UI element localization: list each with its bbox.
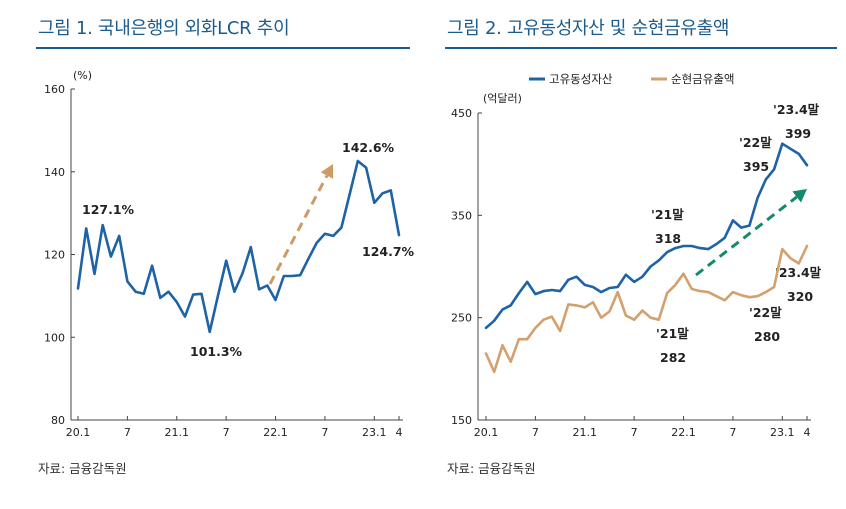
chart-panel-assets: 그림 2. 고유동성자산 및 순현금유출액 고유동성자산 순현금유출액 (억달러… xyxy=(423,0,846,509)
data-label-peak-2023: 142.6% xyxy=(342,140,395,155)
y-tick-label: 450 xyxy=(451,107,472,120)
y-tick-label: 150 xyxy=(451,414,472,427)
data-label-hqla-2022-value: 395 xyxy=(743,159,769,174)
chart-panel-lcr: 그림 1. 국내은행의 외화LCR 추이 (%) 127.1% 101.3% 1… xyxy=(36,18,415,476)
y-axis-unit: (%) xyxy=(73,69,92,82)
y-tick-label: 160 xyxy=(44,83,65,96)
x-tick-label: 7 xyxy=(124,426,131,439)
series-line-primary xyxy=(484,142,809,330)
data-label-peak-2020: 127.1% xyxy=(82,202,135,217)
data-label-hqla-2023-period: '23.4말 xyxy=(773,102,820,117)
data-label-outflow-2021-value: 282 xyxy=(660,350,686,365)
series-line-primary xyxy=(76,159,401,334)
y-axis-unit: (억달러) xyxy=(483,92,522,105)
data-label-outflow-2022-period: '22말 xyxy=(749,305,782,320)
y-tick-label: 120 xyxy=(44,249,65,262)
y-tick-label: 80 xyxy=(51,414,65,427)
data-label-outflow-2021-period: '21말 xyxy=(656,326,689,341)
chart-title: 그림 2. 고유동성자산 및 순현금유출액 xyxy=(447,18,730,39)
x-tick-label: 7 xyxy=(321,426,328,439)
data-label-outflow-2023-period: '23.4말 xyxy=(775,265,822,280)
title-underline xyxy=(36,47,410,49)
chart-source: 자료: 금융감독원 xyxy=(38,461,127,476)
x-tick-label: 23.1 xyxy=(362,426,387,439)
data-label-outflow-2022-value: 280 xyxy=(754,329,780,344)
y-tick-label: 140 xyxy=(44,166,65,179)
title-underline xyxy=(445,47,837,49)
data-label-hqla-2021-value: 318 xyxy=(655,231,681,246)
x-tick-label: 7 xyxy=(532,426,539,439)
x-tick-label: 4 xyxy=(804,426,811,439)
data-label-hqla-2023-value: 399 xyxy=(785,126,811,141)
data-label-hqla-2021-period: '21말 xyxy=(651,207,684,222)
data-label-low-2021: 101.3% xyxy=(190,344,243,359)
x-tick-label: 21.1 xyxy=(165,426,190,439)
data-label-latest: 124.7% xyxy=(362,244,415,259)
data-label-outflow-2023-value: 320 xyxy=(787,289,813,304)
trend-arrow-shaft xyxy=(695,195,798,277)
y-tick-label: 250 xyxy=(451,312,472,325)
data-label-hqla-2022-period: '22말 xyxy=(739,135,772,150)
x-tick-label: 22.1 xyxy=(671,426,696,439)
x-tick-label: 21.1 xyxy=(573,426,598,439)
trend-arrow-shaft xyxy=(268,174,329,285)
x-tick-label: 4 xyxy=(396,426,403,439)
x-tick-label: 7 xyxy=(223,426,230,439)
x-tick-label: 7 xyxy=(631,426,638,439)
x-tick-label: 7 xyxy=(729,426,736,439)
lcr-line-chart: (%) 127.1% 101.3% 142.6% 124.7% 80 100 120… xyxy=(44,69,415,439)
trend-arrow-head xyxy=(792,189,807,203)
chart-source: 자료: 금융감독원 xyxy=(447,461,536,476)
trend-arrow-head xyxy=(320,164,334,179)
x-tick-label: 23.1 xyxy=(770,426,795,439)
x-tick-label: 22.1 xyxy=(263,426,288,439)
y-tick-label: 350 xyxy=(451,209,472,222)
series-line-secondary xyxy=(484,244,809,374)
x-tick-label: 20.1 xyxy=(474,426,499,439)
chart-title: 그림 1. 국내은행의 외화LCR 추이 xyxy=(38,18,290,39)
x-tick-label: 20.1 xyxy=(66,426,91,439)
legend-label-hqla: 고유동성자산 xyxy=(549,72,613,86)
y-tick-label: 100 xyxy=(44,331,65,344)
legend-label-outflow: 순현금유출액 xyxy=(671,72,734,86)
assets-line-chart: 고유동성자산 순현금유출액 (억달러) '21말 318 '22말 395 '2… xyxy=(451,72,822,439)
